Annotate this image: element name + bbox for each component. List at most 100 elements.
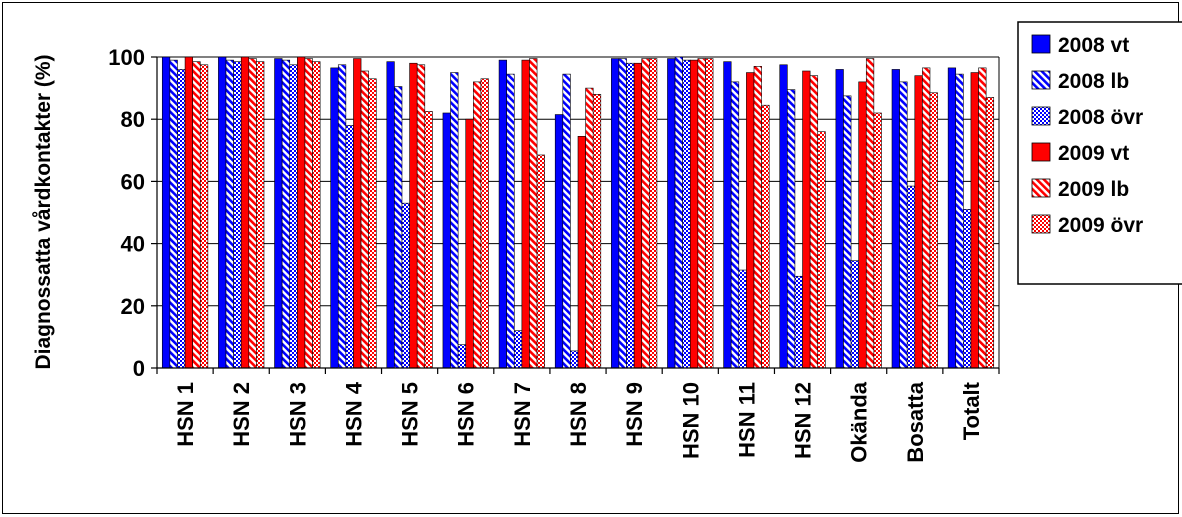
bar-hsn-1-2009-vt	[184, 56, 193, 369]
bar-okända-2008-övr	[850, 260, 859, 369]
bar-totalt-2009-övr	[985, 97, 995, 369]
legend-label-2008-vt: 2008 vt	[1058, 34, 1129, 57]
bar-hsn-11-2009-övr	[761, 104, 770, 369]
bar-hsn-1-2008-övr	[177, 69, 186, 369]
legend-swatch-2009-lb	[1031, 178, 1051, 198]
bar-hsn-1-2008-vt	[161, 56, 171, 369]
bar-hsn-11-2008-övr	[738, 269, 747, 369]
legend-label-2009-vt: 2009 vt	[1058, 142, 1129, 165]
legend-label-2009-lb: 2009 lb	[1058, 178, 1129, 201]
bar-hsn-12-2008-vt	[779, 64, 788, 369]
bar-totalt-2009-vt	[970, 72, 979, 369]
bar-hsn-2-2008-lb	[225, 59, 234, 369]
x-tick-label-bosatta: Bosatta	[903, 381, 928, 462]
bar-hsn-9-2008-vt	[611, 58, 620, 369]
legend-label-2009-övr: 2009 övr	[1058, 214, 1143, 237]
bar-hsn-9-2009-övr	[649, 58, 658, 369]
bar-hsn-1-2009-övr	[199, 64, 209, 369]
bar-hsn-4-2009-vt	[353, 58, 362, 369]
legend: 2008 vt 2008 lb 2008 övr 2009 vt 2009 lb 2009…	[1017, 21, 1182, 285]
bars	[161, 56, 995, 369]
legend-swatch-2008-övr	[1031, 106, 1051, 126]
bar-hsn-6-2009-övr	[480, 78, 489, 369]
bar-hsn-5-2008-övr	[401, 202, 410, 369]
bar-hsn-8-2009-vt	[577, 136, 586, 369]
legend-label-2008-övr: 2008 övr	[1058, 106, 1143, 129]
bar-hsn-10-2008-övr	[682, 59, 691, 369]
legend-swatch-2008-vt	[1031, 34, 1051, 54]
bar-hsn-6-2008-övr	[457, 344, 467, 369]
bar-totalt-2008-övr	[963, 209, 972, 369]
bar-hsn-3-2008-vt	[274, 58, 283, 369]
bar-bosatta-2009-vt	[914, 75, 923, 369]
y-tick-label-20: 20	[121, 294, 145, 319]
bar-hsn-2-2008-övr	[233, 61, 242, 369]
bar-hsn-9-2008-lb	[618, 58, 627, 369]
bar-hsn-8-2009-övr	[592, 94, 602, 369]
bar-hsn-2-2009-vt	[240, 56, 250, 369]
x-tick-label-hsn-9: HSN 9	[622, 382, 647, 447]
y-tick-labels: 0 20 40 60 80 100	[108, 45, 145, 381]
bar-hsn-6-2008-lb	[450, 72, 459, 369]
bar-hsn-4-2008-lb	[337, 64, 347, 369]
bar-hsn-3-2008-övr	[289, 64, 298, 369]
bar-hsn-3-2008-lb	[281, 59, 291, 369]
bar-hsn-11-2008-lb	[730, 81, 740, 369]
bar-hsn-3-2009-vt	[297, 56, 306, 369]
bar-hsn-11-2009-vt	[746, 72, 755, 369]
bar-hsn-10-2009-övr	[705, 58, 714, 369]
bar-hsn-9-2008-övr	[626, 62, 635, 369]
x-tick-label-hsn-5: HSN 5	[398, 382, 423, 447]
x-tick-label-hsn-2: HSN 2	[229, 382, 254, 447]
x-tick-label-hsn-11: HSN 11	[734, 382, 759, 458]
bar-hsn-7-2009-lb	[529, 58, 538, 369]
bar-hsn-6-2009-lb	[473, 81, 482, 369]
bar-hsn-10-2008-vt	[667, 58, 676, 369]
bar-bosatta-2008-lb	[899, 81, 908, 369]
bar-hsn-7-2009-övr	[536, 154, 545, 369]
bar-hsn-8-2008-övr	[570, 350, 579, 369]
bar-hsn-7-2008-vt	[498, 59, 507, 369]
bar-hsn-8-2009-lb	[585, 87, 594, 369]
bar-okända-2009-vt	[858, 81, 867, 369]
bar-hsn-6-2009-vt	[465, 118, 474, 369]
bar-hsn-7-2008-övr	[513, 330, 523, 369]
bar-hsn-11-2008-vt	[723, 61, 732, 369]
bar-hsn-11-2009-lb	[753, 66, 762, 369]
bar-hsn-2-2009-övr	[256, 61, 265, 369]
x-tick-label-hsn-1: HSN 1	[173, 382, 198, 447]
x-tick-label-hsn-4: HSN 4	[341, 381, 366, 447]
x-tick-label-totalt: Totalt	[959, 381, 984, 440]
y-tick-label-40: 40	[121, 232, 145, 257]
bar-okända-2008-vt	[835, 69, 844, 369]
y-tick-label-80: 80	[121, 107, 145, 132]
bar-totalt-2008-lb	[955, 73, 964, 369]
bar-hsn-8-2008-vt	[554, 114, 564, 369]
bar-hsn-1-2009-lb	[192, 61, 201, 369]
bar-hsn-10-2008-lb	[674, 56, 683, 369]
bar-bosatta-2009-övr	[929, 92, 938, 369]
x-tick-label-hsn-12: HSN 12	[791, 382, 816, 459]
bar-hsn-8-2008-lb	[562, 73, 571, 369]
bar-hsn-5-2009-lb	[416, 64, 426, 369]
bar-hsn-10-2009-lb	[697, 58, 706, 369]
bar-hsn-2-2008-vt	[218, 56, 227, 369]
y-tick-label-100: 100	[108, 45, 145, 70]
x-tick-label-hsn-6: HSN 6	[454, 382, 479, 447]
x-tick-label-hsn-8: HSN 8	[566, 382, 591, 447]
legend-swatch-2009-vt	[1031, 142, 1051, 162]
bar-bosatta-2009-lb	[922, 67, 931, 369]
bar-hsn-9-2009-lb	[641, 58, 650, 369]
y-tick-label-0: 0	[133, 356, 145, 381]
x-tick-label-hsn-3: HSN 3	[285, 382, 310, 447]
bar-hsn-5-2008-lb	[394, 86, 403, 369]
y-axis-label: Diagnossatta vårdkontakter (%)	[32, 54, 55, 369]
bar-bosatta-2008-övr	[906, 185, 916, 369]
bar-hsn-12-2009-vt	[802, 70, 811, 369]
bar-hsn-12-2008-övr	[794, 275, 803, 369]
bar-okända-2008-lb	[843, 95, 852, 369]
bar-hsn-4-2008-vt	[330, 67, 339, 369]
x-tick-label-hsn-7: HSN 7	[510, 382, 535, 447]
bar-hsn-3-2009-övr	[312, 61, 321, 369]
